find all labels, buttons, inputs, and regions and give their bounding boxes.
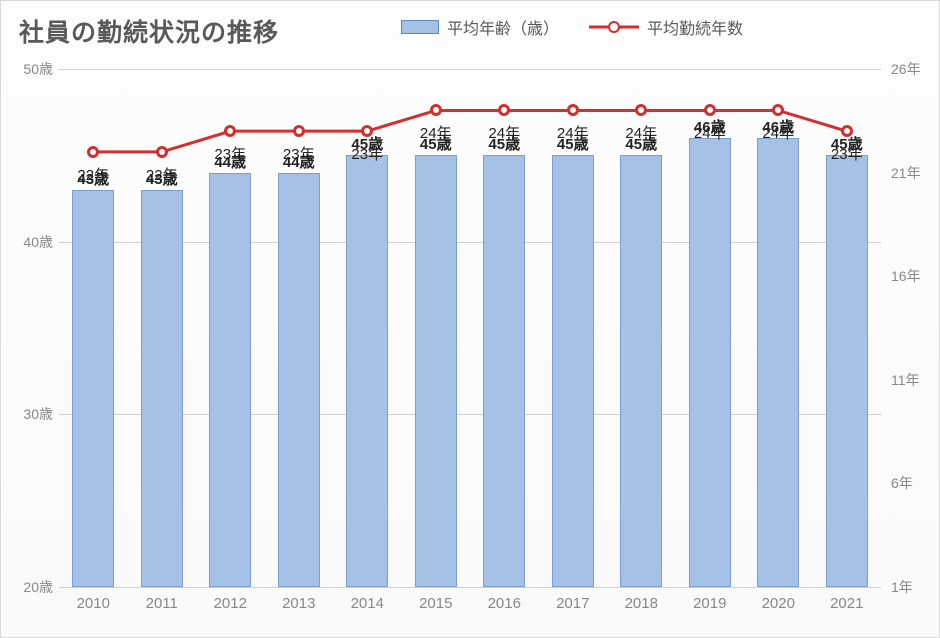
- bar: [689, 138, 731, 587]
- gridline-left: [59, 587, 881, 588]
- line-value-label: 22年: [77, 164, 109, 185]
- line-value-label: 23年: [283, 143, 315, 164]
- line-marker: [87, 146, 99, 158]
- line-value-label: 23年: [351, 143, 383, 164]
- bar: [757, 138, 799, 587]
- line-value-label: 24年: [694, 122, 726, 143]
- chart-container: 社員の勤続状況の推移 平均年齢（歳） 平均勤続年数 20歳30歳40歳50歳1年…: [0, 0, 940, 638]
- bar: [620, 155, 662, 587]
- x-tick-label: 2015: [419, 595, 452, 612]
- line-marker: [293, 125, 305, 137]
- x-tick-label: 2021: [830, 595, 863, 612]
- line-value-label: 24年: [557, 122, 589, 143]
- bar: [415, 155, 457, 587]
- y-left-tick-label: 40歳: [5, 232, 53, 252]
- bar: [346, 155, 388, 587]
- line-value-label: 24年: [420, 122, 452, 143]
- bar: [72, 190, 114, 587]
- x-tick-label: 2013: [282, 595, 315, 612]
- x-tick-label: 2017: [556, 595, 589, 612]
- x-tick-label: 2010: [77, 595, 110, 612]
- x-tick-label: 2018: [625, 595, 658, 612]
- bar: [552, 155, 594, 587]
- legend-bar-swatch: [401, 20, 439, 34]
- line-value-label: 23年: [214, 143, 246, 164]
- line-marker: [841, 125, 853, 137]
- y-right-tick-label: 16年: [891, 266, 939, 286]
- y-right-tick-label: 1年: [891, 577, 939, 597]
- line-marker: [772, 104, 784, 116]
- y-right-tick-label: 11年: [891, 370, 939, 390]
- x-tick-label: 2020: [762, 595, 795, 612]
- x-tick-label: 2014: [351, 595, 384, 612]
- line-marker: [361, 125, 373, 137]
- bar: [483, 155, 525, 587]
- bar: [278, 173, 320, 587]
- line-value-label: 22年: [146, 164, 178, 185]
- y-left-tick-label: 50歳: [5, 59, 53, 79]
- y-right-tick-label: 21年: [891, 163, 939, 183]
- line-marker: [498, 104, 510, 116]
- legend: 平均年齢（歳） 平均勤続年数: [401, 15, 743, 39]
- legend-line-label: 平均勤続年数: [647, 15, 743, 39]
- line-value-label: 24年: [762, 122, 794, 143]
- y-left-tick-label: 30歳: [5, 404, 53, 424]
- y-left-tick-label: 20歳: [5, 577, 53, 597]
- x-tick-label: 2011: [146, 595, 178, 612]
- y-right-tick-label: 6年: [891, 473, 939, 493]
- line-value-label: 23年: [831, 143, 863, 164]
- line-marker: [430, 104, 442, 116]
- legend-bar-label: 平均年齢（歳）: [447, 15, 559, 39]
- x-tick-label: 2019: [693, 595, 726, 612]
- line-series: [93, 110, 847, 151]
- legend-line-swatch: [589, 18, 639, 36]
- line-marker: [156, 146, 168, 158]
- line-value-label: 24年: [488, 122, 520, 143]
- line-value-label: 24年: [625, 122, 657, 143]
- line-marker: [635, 104, 647, 116]
- y-right-tick-label: 26年: [891, 59, 939, 79]
- line-marker: [224, 125, 236, 137]
- line-marker: [704, 104, 716, 116]
- chart-title: 社員の勤続状況の推移: [19, 13, 279, 49]
- bar: [826, 155, 868, 587]
- legend-item-line: 平均勤続年数: [589, 15, 743, 39]
- x-tick-label: 2012: [214, 595, 247, 612]
- legend-item-bar: 平均年齢（歳）: [401, 15, 559, 39]
- bar: [209, 173, 251, 587]
- bar: [141, 190, 183, 587]
- line-marker: [567, 104, 579, 116]
- gridline-left: [59, 69, 881, 70]
- x-tick-label: 2016: [488, 595, 521, 612]
- plot-area: 20歳30歳40歳50歳1年6年11年16年21年26年43歳201043歳20…: [59, 69, 881, 587]
